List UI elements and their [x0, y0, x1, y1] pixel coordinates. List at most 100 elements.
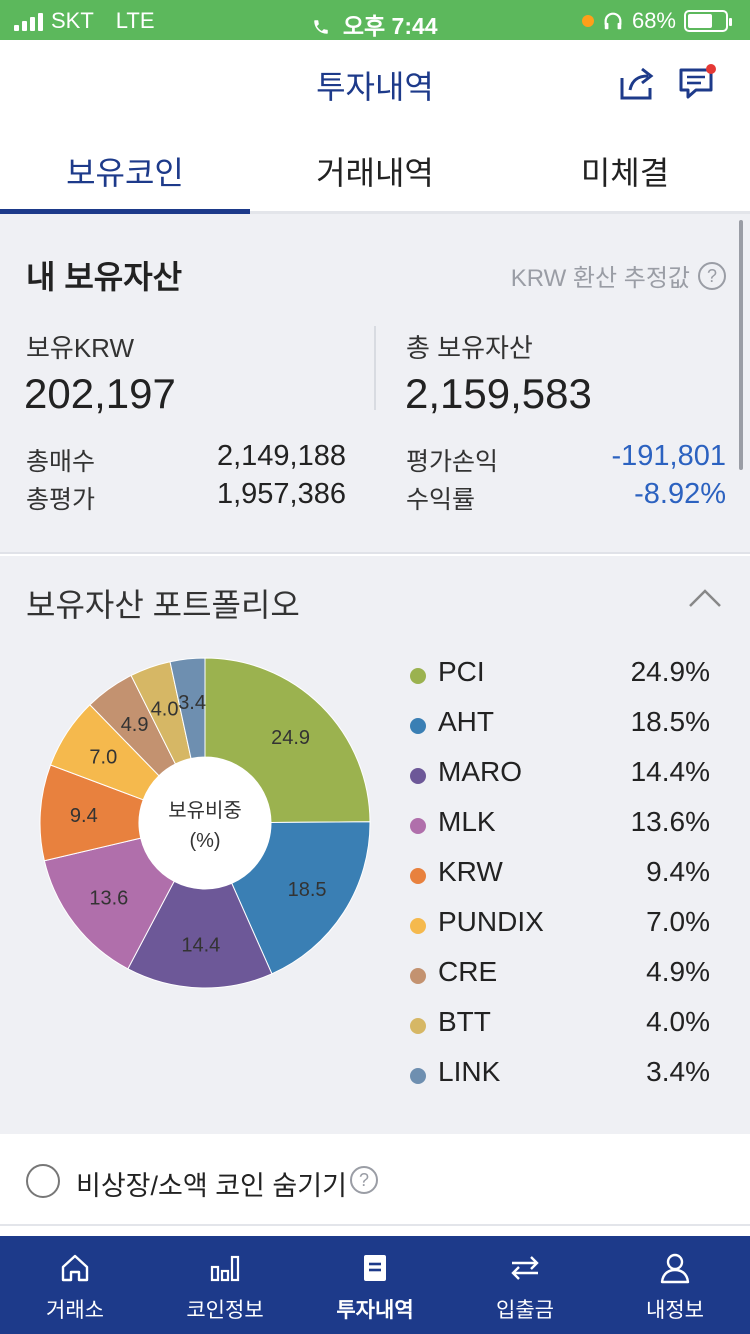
legend-percent: 4.0%	[646, 1006, 710, 1037]
legend-item-btt: BTT 4.0%	[408, 1002, 718, 1052]
status-bar: SKT LTE 오후 7:44 68%	[0, 0, 750, 40]
bar-chart-icon	[210, 1255, 240, 1282]
donut-slice-label: 7.0	[89, 747, 117, 769]
legend-percent: 18.5%	[630, 706, 710, 737]
legend-percent: 9.4%	[646, 856, 710, 887]
return-value: -8.92%	[634, 478, 726, 510]
donut-slice-label: 4.9	[121, 714, 149, 736]
nav-investments-label: 투자내역	[336, 1299, 414, 1322]
donut-slice-label: 4.0	[151, 698, 179, 720]
nav-my-info-label: 내정보	[646, 1299, 704, 1322]
total-assets-value: 2,159,583	[405, 370, 592, 417]
legend-name: PCI	[438, 656, 485, 687]
portfolio-section: 보유자산 포트폴리오 24.9 18.5 14.4 13.6 9.4 7.0 4.9 4.0 3…	[0, 556, 750, 1134]
tab-bar: 보유코인 거래내역 미체결	[0, 130, 750, 214]
legend-item-mlk: MLK 13.6%	[408, 802, 718, 852]
hide-small-coins-label: 비상장/소액 코인 숨기기	[76, 1171, 347, 1201]
my-assets-section: 내 보유자산 KRW 환산 추정값 ? 보유KRW 202,197 총 보유자산…	[0, 214, 750, 554]
legend-swatch	[410, 718, 426, 734]
legend-percent: 14.4%	[630, 756, 710, 787]
divider	[374, 326, 376, 410]
donut-hole	[139, 757, 271, 889]
pnl-value: -191,801	[611, 440, 727, 472]
legend-swatch	[410, 818, 426, 834]
nav-exchange-label: 거래소	[46, 1299, 104, 1322]
portfolio-legend: PCI 24.9% AHT 18.5% MARO 14.4% MLK 13.6% KRW 9.4%…	[408, 652, 718, 1102]
headphones-icon	[604, 12, 622, 30]
donut-slice-label: 3.4	[178, 692, 206, 714]
clock: 오후 7:44	[342, 13, 438, 39]
legend-percent: 4.9%	[646, 956, 710, 987]
legend-name: LINK	[438, 1056, 501, 1087]
transfer-icon	[511, 1256, 539, 1280]
my-assets-title: 내 보유자산	[26, 259, 183, 295]
legend-name: PUNDIX	[438, 906, 544, 937]
help-icon[interactable]: ?	[698, 261, 726, 290]
active-tab-indicator	[0, 209, 250, 214]
krw-estimate-note[interactable]: KRW 환산 추정값 ?	[511, 258, 726, 293]
legend-percent: 24.9%	[630, 656, 710, 687]
legend-percent: 3.4%	[646, 1056, 710, 1087]
carrier: SKT	[51, 8, 94, 33]
share-icon[interactable]	[618, 64, 656, 102]
nav-my-info[interactable]: 내정보	[600, 1236, 750, 1334]
notification-dot	[706, 64, 716, 74]
legend-name: AHT	[438, 706, 494, 737]
legend-item-krw: KRW 9.4%	[408, 852, 718, 902]
nav-coin-info[interactable]: 코인정보	[150, 1236, 300, 1334]
total-assets-label: 총 보유자산	[406, 333, 533, 363]
tab-holdings[interactable]: 보유코인	[66, 155, 184, 191]
tab-unfilled[interactable]: 미체결	[580, 155, 670, 191]
bottom-navigation: 거래소 코인정보 투자내역 입출금 내정보	[0, 1236, 750, 1334]
legend-item-link: LINK 3.4%	[408, 1052, 718, 1102]
legend-item-cre: CRE 4.9%	[408, 952, 718, 1002]
legend-name: MARO	[438, 756, 522, 787]
recording-dot-icon	[581, 15, 594, 27]
donut-slice-label: 24.9	[271, 727, 310, 749]
total-eval-label: 총평가	[26, 486, 96, 514]
page-title: 투자내역	[316, 69, 434, 105]
scrollbar[interactable]	[739, 220, 743, 470]
legend-swatch	[410, 1018, 426, 1034]
donut-center-unit: (%)	[189, 830, 220, 852]
donut-slice-label: 18.5	[288, 879, 327, 901]
chevron-up-icon[interactable]	[688, 588, 722, 608]
user-icon	[660, 1253, 690, 1284]
portfolio-donut-chart: 24.9 18.5 14.4 13.6 9.4 7.04.94.0 3.4 보유비중 (%)	[39, 657, 371, 989]
legend-swatch	[410, 768, 426, 784]
legend-name: MLK	[438, 806, 496, 837]
signal-icon	[14, 11, 43, 31]
legend-item-maro: MARO 14.4%	[408, 752, 718, 802]
hide-small-coins-radio[interactable]	[26, 1164, 60, 1198]
nav-coin-info-label: 코인정보	[186, 1299, 264, 1322]
nav-exchange[interactable]: 거래소	[0, 1236, 150, 1334]
total-buy-value: 2,149,188	[216, 440, 346, 472]
battery-percent: 68%	[631, 8, 676, 33]
donut-center-label: 보유비중	[168, 799, 242, 822]
krw-balance-value: 202,197	[24, 370, 176, 417]
legend-swatch	[410, 968, 426, 984]
legend-item-pci: PCI 24.9%	[408, 652, 718, 702]
krw-estimate-label: KRW 환산 추정값	[510, 265, 690, 292]
hide-small-coins-row[interactable]: 비상장/소액 코인 숨기기 ?	[0, 1134, 750, 1226]
donut-slice-label: 9.4	[70, 805, 98, 827]
phone-icon	[314, 20, 329, 34]
return-label: 수익률	[406, 486, 476, 514]
legend-name: CRE	[438, 956, 498, 987]
help-icon[interactable]: ?	[350, 1166, 378, 1194]
legend-swatch	[410, 868, 426, 884]
legend-name: KRW	[438, 856, 503, 887]
legend-percent: 13.6%	[630, 806, 710, 837]
tab-trade-history[interactable]: 거래내역	[316, 155, 434, 191]
nav-deposit-withdraw-label: 입출금	[496, 1299, 554, 1322]
home-icon	[61, 1254, 89, 1282]
nav-investments[interactable]: 투자내역	[300, 1236, 450, 1334]
donut-slice-label: 14.4	[181, 934, 220, 956]
total-buy-label: 총매수	[26, 448, 96, 476]
total-eval-value: 1,957,386	[216, 478, 346, 510]
legend-item-aht: AHT 18.5%	[408, 702, 718, 752]
nav-deposit-withdraw[interactable]: 입출금	[450, 1236, 600, 1334]
krw-balance-label: 보유KRW	[26, 333, 135, 363]
app-header: 투자내역	[0, 40, 750, 130]
portfolio-title: 보유자산 포트폴리오	[26, 587, 300, 623]
